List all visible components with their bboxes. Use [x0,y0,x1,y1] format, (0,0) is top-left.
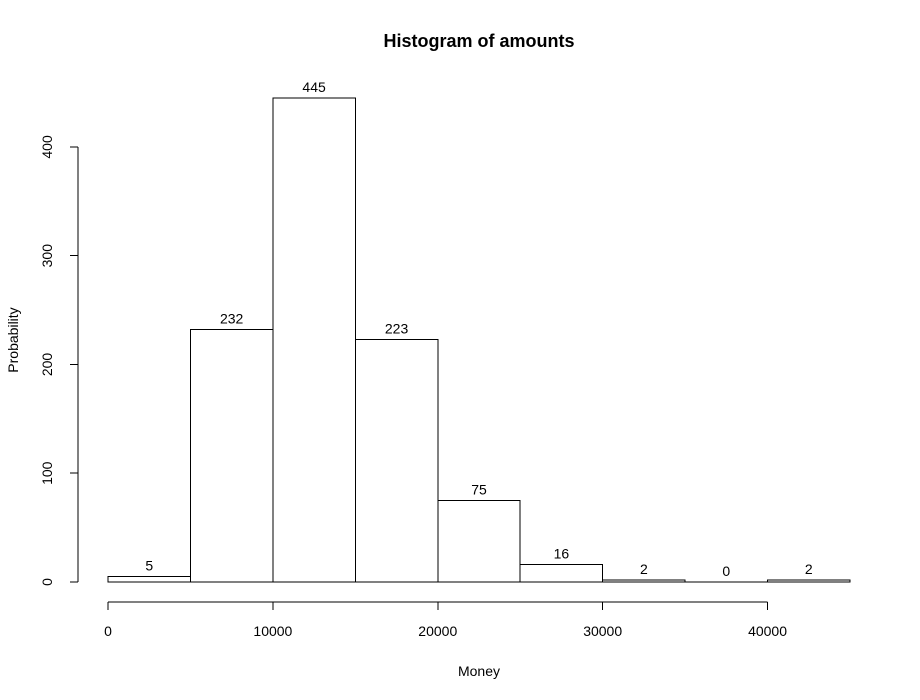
bar-data-label: 445 [302,79,326,95]
histogram-bar [437,499,521,583]
x-tick-label: 20000 [418,623,457,639]
bar-data-label: 2 [805,561,813,577]
histogram-bar [107,576,191,583]
bar-labels-group: 5 232 445 223 75 16 2 0 2 [145,79,813,579]
histogram-bar [602,579,686,583]
y-tick-label: 100 [39,461,55,485]
x-tick-label: 0 [104,623,112,639]
y-tick-label: 300 [39,244,55,268]
histogram-bar [189,329,274,583]
y-axis: 0 100 200 300 400 [39,135,79,586]
bar-data-label: 75 [471,481,487,497]
y-tick-label: 200 [39,353,55,377]
histogram-bar [354,338,439,583]
bar-data-label: 0 [722,563,730,579]
bars-group [107,97,851,583]
x-tick-label: 40000 [748,623,787,639]
x-axis: 0 10000 20000 30000 40000 [104,601,787,639]
chart-title: Histogram of amounts [383,31,574,51]
bar-data-label: 16 [554,546,570,562]
x-tick-label: 30000 [583,623,622,639]
bar-data-label: 232 [220,311,244,327]
x-axis-label: Money [458,663,500,679]
x-tick-label: 10000 [253,623,292,639]
bar-data-label: 223 [385,320,409,336]
bar-data-label: 5 [145,558,153,574]
histogram-bar [519,564,604,583]
bar-data-label: 2 [640,561,648,577]
y-tick-label: 0 [39,578,55,586]
y-axis-label: Probability [5,307,21,372]
y-tick-label: 400 [39,135,55,159]
histogram-bar [272,97,356,583]
histogram-bar [767,579,851,583]
